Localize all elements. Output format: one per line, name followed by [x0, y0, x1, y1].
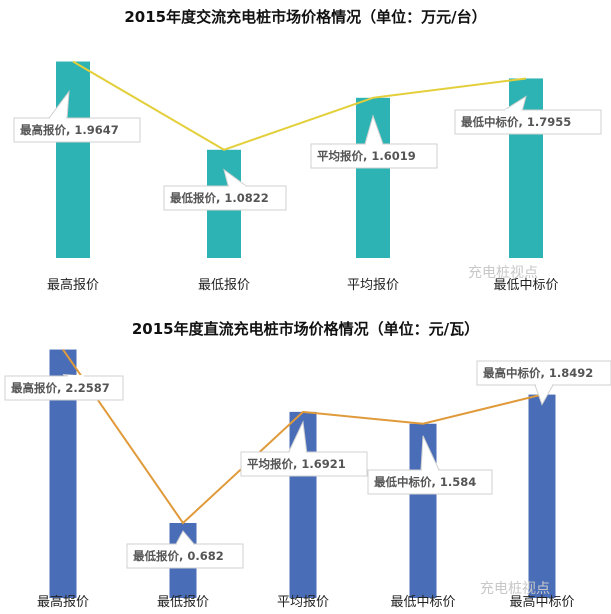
svg-text:平均报价, 1.6921: 平均报价, 1.6921	[247, 457, 346, 471]
trend-line-0	[72, 60, 527, 151]
category-label-0-0: 最高报价	[47, 277, 99, 293]
svg-text:平均报价, 1.6019: 平均报价, 1.6019	[317, 149, 416, 163]
data-label-1-0: 最高报价, 2.2587	[4, 374, 124, 401]
svg-text:最低中标价, 1.7955: 最低中标价, 1.7955	[461, 115, 571, 129]
data-label-0-1: 最低报价, 1.0822	[163, 168, 287, 211]
svg-text:最高报价, 2.2587: 最高报价, 2.2587	[11, 381, 110, 395]
svg-text:最低报价, 1.0822: 最低报价, 1.0822	[170, 191, 269, 205]
watermark-dc: 充电桩视点	[480, 581, 550, 597]
svg-text:最低中标价, 1.584: 最低中标价, 1.584	[374, 475, 476, 489]
chart-title-ac: 2015年度交流充电桩市场价格情况（单位：万元/台）	[124, 8, 487, 26]
watermark-ac: 充电桩视点	[468, 265, 538, 281]
category-label-1-1: 最低报价	[157, 595, 209, 610]
category-label-0-2: 平均报价	[347, 278, 399, 293]
data-label-0-0: 最高报价, 1.9647	[13, 89, 141, 143]
category-label-1-3: 最低中标价	[390, 595, 455, 610]
trend-line-1	[62, 348, 543, 525]
category-label-1-2: 平均报价	[277, 595, 329, 610]
data-label-1-1: 最低报价, 0.682	[126, 530, 244, 569]
category-label-1-0: 最高报价	[37, 594, 89, 610]
data-label-1-3: 最低中标价, 1.584	[367, 435, 493, 495]
data-label-1-2: 平均报价, 1.6921	[240, 420, 368, 477]
chart-title-dc: 2015年度直流充电桩市场价格情况（单位：元/瓦）	[131, 320, 480, 338]
data-label-0-3: 最低中标价, 1.7955	[454, 95, 602, 135]
data-label-1-4: 最高中标价, 1.8492	[476, 360, 611, 406]
svg-text:最高报价, 1.9647: 最高报价, 1.9647	[20, 123, 119, 137]
bar-1-4	[528, 394, 556, 598]
chart-ac: 最高报价, 1.9647 最低报价, 1.0822 平均报价, 1.6019 最低中标…	[13, 60, 602, 293]
category-label-0-1: 最低报价	[198, 278, 250, 293]
category-label-0-3: 最低中标价	[493, 278, 558, 293]
bar-0-0	[56, 61, 90, 258]
data-label-0-2: 平均报价, 1.6019	[310, 114, 438, 169]
svg-text:最高中标价, 1.8492: 最高中标价, 1.8492	[483, 366, 593, 380]
svg-text:最低报价, 0.682: 最低报价, 0.682	[133, 549, 224, 563]
category-label-1-4: 最高中标价	[509, 594, 574, 610]
